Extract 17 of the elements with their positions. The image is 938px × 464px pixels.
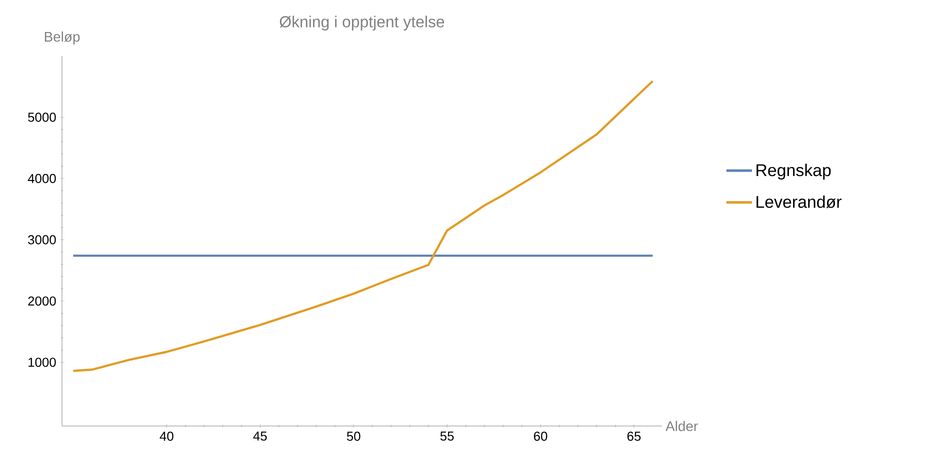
y-tick-label: 5000 xyxy=(28,112,56,122)
y-tick-label: 2000 xyxy=(28,296,56,306)
chart-title: Økning i opptjent ytelse xyxy=(280,16,444,31)
x-axis-title: Alder xyxy=(666,420,698,432)
x-tick-label: 50 xyxy=(346,432,360,441)
y-tick-label: 1000 xyxy=(28,358,56,367)
x-tick-label: 45 xyxy=(253,432,267,441)
x-tick-label: 40 xyxy=(160,432,174,441)
legend-label: Regnskap xyxy=(756,164,831,180)
legend-label: Leverandør xyxy=(756,195,842,208)
x-tick-label: 65 xyxy=(627,432,641,441)
y-tick-label: 4000 xyxy=(28,174,56,184)
y-axis-title: Beløp xyxy=(44,32,80,44)
y-tick-label: 3000 xyxy=(28,235,56,244)
x-tick-label: 55 xyxy=(440,432,454,441)
line-series xyxy=(72,80,654,372)
x-tick-label: 60 xyxy=(534,432,548,441)
